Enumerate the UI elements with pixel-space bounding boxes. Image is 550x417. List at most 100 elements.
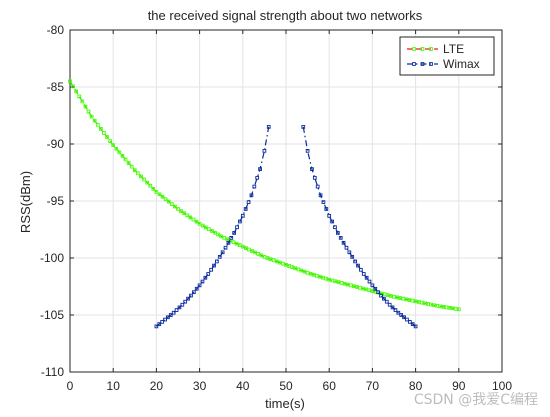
data-point: [206, 272, 211, 276]
watermark: CSDN @我爱C编程: [413, 392, 538, 408]
data-point: [194, 219, 199, 224]
data-point: [142, 177, 146, 182]
legend-box: [399, 36, 495, 76]
data-point: [321, 200, 326, 204]
data-point: [384, 299, 389, 304]
data-point: [296, 267, 301, 272]
data-point: [258, 167, 262, 171]
data-point: [207, 227, 211, 232]
data-point: [281, 261, 285, 266]
data-point: [126, 161, 131, 165]
data-point: [120, 154, 125, 158]
y-tick-label: -85: [47, 80, 65, 94]
y-tick-label: -90: [47, 137, 65, 151]
data-point: [160, 194, 165, 199]
data-point: [102, 131, 106, 135]
data-point: [361, 272, 366, 276]
y-tick-label: -100: [40, 251, 64, 265]
data-point: [139, 174, 143, 179]
legend-marker: [420, 47, 425, 51]
data-point: [310, 167, 314, 171]
data-point: [318, 193, 323, 198]
data-point: [180, 302, 185, 307]
grid: [69, 29, 503, 373]
x-tick-label: 0: [67, 379, 74, 393]
data-point: [356, 263, 360, 268]
data-point: [229, 236, 234, 240]
data-point: [188, 215, 193, 220]
data-point: [252, 184, 257, 189]
data-point: [353, 259, 357, 264]
series-layer: [68, 79, 461, 329]
data-point: [359, 267, 363, 272]
data-point: [301, 125, 306, 129]
data-point: [108, 139, 112, 143]
data-point: [347, 250, 352, 255]
data-point: [177, 305, 182, 310]
data-point: [215, 259, 219, 264]
data-point: [396, 310, 401, 315]
data-point: [305, 148, 310, 153]
data-point: [163, 197, 168, 202]
data-point: [429, 302, 433, 307]
data-point: [315, 184, 320, 189]
data-point: [266, 125, 271, 129]
data-point: [71, 84, 75, 89]
data-point: [74, 89, 79, 94]
data-point: [401, 296, 406, 301]
data-point: [370, 283, 375, 288]
data-point: [232, 231, 237, 235]
data-point: [217, 255, 222, 259]
data-point: [173, 204, 177, 209]
legend-marker: [420, 62, 425, 66]
data-point: [194, 286, 199, 291]
data-point: [185, 213, 190, 218]
data-point: [189, 293, 193, 298]
x-tick-label: 40: [236, 379, 250, 393]
x-tick-label: 20: [150, 379, 164, 393]
data-point: [410, 298, 415, 303]
data-point: [367, 288, 372, 293]
data-point: [419, 300, 424, 305]
data-point: [305, 270, 310, 275]
data-point: [123, 157, 128, 162]
data-point: [373, 286, 378, 291]
data-point: [262, 255, 267, 259]
data-point: [182, 211, 187, 216]
series-line: [156, 126, 270, 327]
x-tick-label: 80: [409, 379, 423, 393]
data-point: [402, 315, 406, 320]
x-tick-label: 30: [193, 379, 207, 393]
data-point: [186, 296, 190, 301]
data-point: [191, 217, 196, 222]
data-point: [358, 285, 362, 290]
data-point: [315, 273, 319, 278]
data-point: [111, 143, 116, 147]
data-point: [262, 148, 267, 153]
legend-marker: [429, 47, 433, 51]
data-point: [379, 293, 383, 298]
data-point: [410, 322, 415, 326]
data-point: [129, 164, 134, 169]
data-point: [166, 315, 170, 320]
data-point: [407, 319, 412, 324]
data-point: [435, 304, 440, 308]
data-point: [154, 324, 159, 329]
data-point: [335, 231, 340, 235]
data-point: [344, 245, 349, 250]
data-point: [453, 306, 458, 311]
data-point: [223, 245, 228, 250]
data-point: [399, 313, 404, 317]
data-point: [92, 118, 97, 123]
x-tick-label: 10: [107, 379, 121, 393]
data-point: [240, 213, 245, 218]
data-point: [86, 109, 91, 114]
data-point: [364, 275, 369, 280]
data-point: [105, 135, 109, 139]
data-point: [222, 235, 227, 240]
data-point: [382, 296, 386, 301]
y-tick-label: -110: [41, 365, 64, 379]
data-point: [183, 299, 188, 304]
